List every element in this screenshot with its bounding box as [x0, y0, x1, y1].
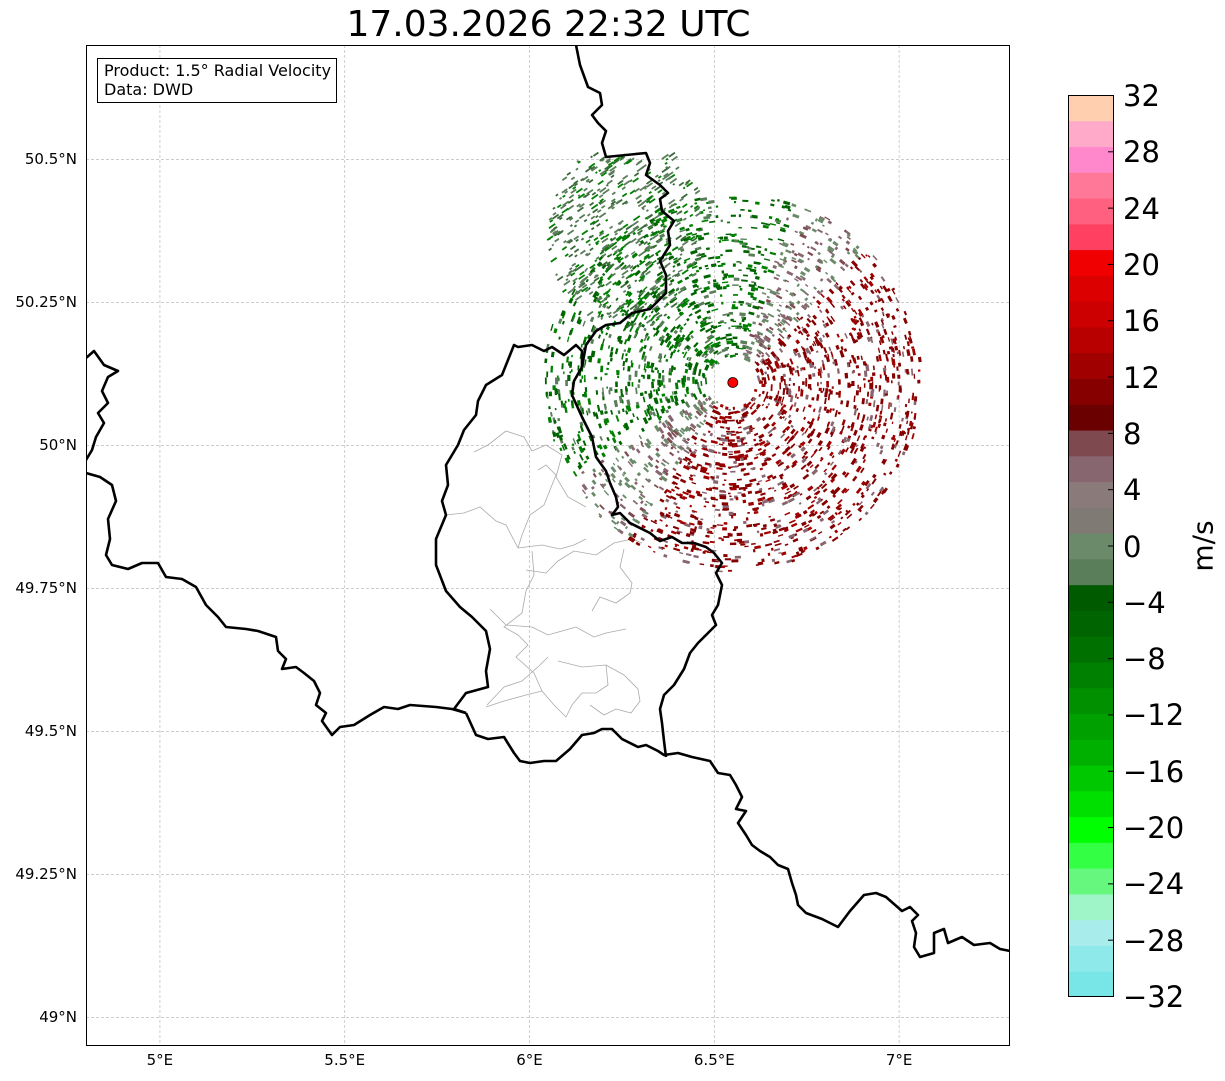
- colorbar-segment: [1068, 378, 1114, 405]
- district-boundary: [486, 656, 549, 706]
- colorbar-tick-label: 16: [1123, 304, 1160, 339]
- colorbar-segment: [1068, 146, 1114, 173]
- radar-map[interactable]: [86, 45, 1010, 1046]
- colorbar-segment: [1068, 971, 1114, 997]
- district-boundary: [557, 660, 641, 716]
- colorbar-segment: [1068, 507, 1114, 534]
- border-france-germany: [464, 712, 1010, 959]
- colorbar-segment: [1068, 636, 1114, 663]
- admin-boundaries: [445, 430, 643, 718]
- district-boundary: [485, 690, 543, 708]
- latitude-tick-label: 49.5°N: [24, 722, 77, 741]
- radar-site-marker[interactable]: [727, 377, 739, 388]
- colorbar-tick-label: −32: [1123, 980, 1185, 1014]
- district-boundary: [525, 538, 643, 574]
- colorbar-segment: [1068, 120, 1114, 148]
- colorbar-tick-label: 24: [1123, 191, 1160, 226]
- product-info-box: Product: 1.5° Radial Velocity Data: DWD: [97, 58, 338, 103]
- colorbar-segment: [1068, 481, 1114, 508]
- colorbar-tick-label: 8: [1123, 416, 1142, 451]
- colorbar-segment: [1068, 430, 1114, 457]
- colorbar-segment: [1068, 790, 1114, 818]
- colorbar-segment: [1068, 610, 1114, 637]
- longitude-tick-label: 5.5°E: [324, 1051, 366, 1069]
- map-frame-border: [86, 45, 1010, 1046]
- colorbar-segment: [1068, 455, 1114, 483]
- border-belgium-france: [86, 471, 467, 737]
- colorbar-tick-label: −12: [1123, 698, 1185, 733]
- district-boundary: [445, 506, 587, 550]
- colorbar-segment: [1068, 301, 1114, 328]
- colorbar-tick-label: −8: [1123, 642, 1166, 677]
- colorbar-tick-label: 4: [1123, 473, 1142, 508]
- colorbar-tick-label: 28: [1123, 135, 1160, 170]
- colorbar-segment: [1068, 584, 1114, 611]
- longitude-tick-label: 6.5°E: [693, 1051, 735, 1069]
- colorbar-segment: [1068, 893, 1114, 921]
- border-luxembourg-west: [434, 343, 584, 715]
- latitude-tick-label: 50°N: [39, 436, 77, 455]
- colorbar-tick-label: −16: [1123, 754, 1185, 789]
- colorbar-segment: [1068, 404, 1114, 431]
- data-source-label: Data: DWD: [104, 80, 194, 99]
- district-boundary: [591, 548, 633, 612]
- colorbar-segment: [1068, 765, 1114, 792]
- colorbar-segment: [1068, 95, 1114, 122]
- border-northeast: [574, 45, 676, 368]
- colorbar-segment: [1068, 687, 1114, 715]
- district-boundary: [489, 608, 627, 638]
- colorbar-tick-label: 32: [1123, 79, 1160, 113]
- colorbar-segment: [1068, 919, 1114, 946]
- country-borders: [86, 45, 1010, 959]
- colorbar-segment: [1068, 816, 1114, 843]
- map-area[interactable]: [86, 45, 1010, 1046]
- district-boundary: [517, 464, 557, 549]
- latitude-tick-label: 49.25°N: [15, 865, 77, 884]
- colorbar-segment: [1068, 558, 1114, 586]
- colorbar-segment: [1068, 198, 1114, 225]
- colorbar-tick-label: −4: [1123, 585, 1166, 620]
- colorbar-unit-label: m/s: [1186, 520, 1220, 572]
- colorbar-segment: [1068, 661, 1114, 689]
- colorbar-segment: [1068, 713, 1114, 740]
- product-label: Product: 1.5° Radial Velocity: [104, 61, 332, 80]
- colorbar-segment: [1068, 533, 1114, 560]
- colorbar-tick-label: 20: [1123, 247, 1160, 282]
- colorbar-tick-label: 12: [1123, 360, 1160, 395]
- border-germany-west: [570, 366, 724, 758]
- colorbar-tick-label: −24: [1123, 867, 1185, 902]
- colorbar-segment: [1068, 739, 1114, 766]
- latitude-tick-label: 50.25°N: [15, 293, 77, 312]
- longitude-tick-label: 7°E: [885, 1051, 913, 1069]
- colorbar-segment: [1068, 326, 1114, 354]
- colorbar-segment: [1068, 249, 1114, 276]
- radial-velocity-echoes: [544, 151, 922, 573]
- colorbar-segment: [1068, 868, 1114, 895]
- latitude-tick-label: 50.5°N: [24, 150, 77, 169]
- colorbar-segment: [1068, 172, 1114, 199]
- longitude-tick-label: 5°E: [146, 1051, 174, 1069]
- colorbar-segment: [1068, 223, 1114, 251]
- longitude-tick-label: 6°E: [516, 1051, 543, 1069]
- graticule-grid: [86, 45, 1010, 1046]
- district-boundary: [473, 430, 587, 508]
- colorbar-segment: [1068, 275, 1114, 302]
- latitude-tick-label: 49.75°N: [15, 579, 77, 598]
- latitude-tick-label: 49°N: [39, 1008, 77, 1027]
- colorbar-tick-label: −20: [1123, 811, 1185, 846]
- colorbar-tick-label: 0: [1123, 529, 1142, 564]
- colorbar-segment: [1068, 945, 1114, 972]
- velocity-colorbar: [1068, 95, 1114, 997]
- border-west: [86, 349, 120, 461]
- colorbar-segment: [1068, 842, 1114, 869]
- colorbar-tick-label: −28: [1123, 923, 1185, 958]
- district-boundary: [503, 550, 567, 718]
- map-title: 17.03.2026 22:32 UTC: [346, 4, 751, 45]
- colorbar-segment: [1068, 352, 1114, 379]
- district-boundary: [565, 664, 609, 718]
